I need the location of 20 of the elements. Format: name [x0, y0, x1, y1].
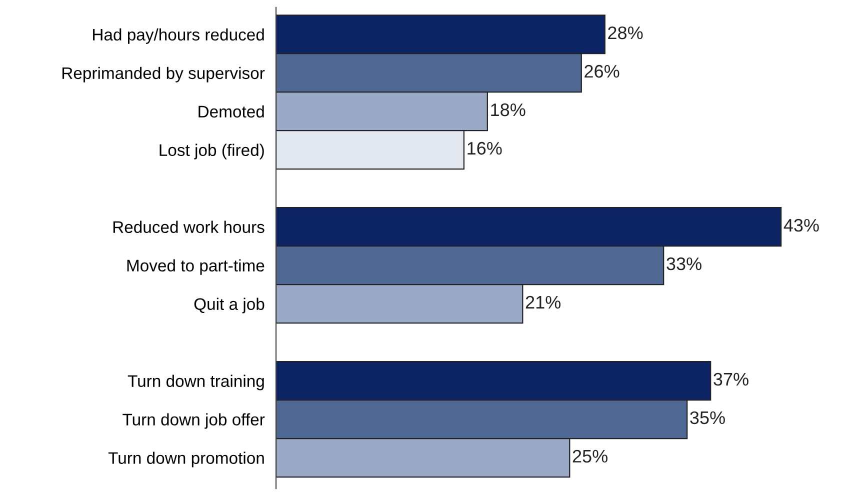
data-label: 43%: [784, 218, 819, 232]
data-label: 25%: [572, 450, 608, 463]
y-tick-label: Reprimanded by supervisor: [62, 66, 265, 82]
y-tick-label: Moved to part-time: [127, 259, 264, 275]
y-tick-label: Lost job (fired): [160, 144, 264, 160]
y-tick-label: Demoted: [198, 105, 264, 118]
data-label: 18%: [491, 103, 526, 116]
data-label: 33%: [666, 257, 702, 270]
data-label: 16%: [468, 142, 502, 155]
y-tick-label: Quit a job: [194, 298, 264, 314]
data-label: 26%: [584, 64, 620, 78]
y-tick-label: Turn down training: [128, 374, 264, 390]
y-tick-label: Reduced work hours: [113, 220, 264, 234]
y-tick-label: Turn down promotion: [108, 452, 264, 468]
data-label: 21%: [526, 296, 561, 309]
data-label: 28%: [608, 26, 643, 40]
data-label: 35%: [690, 411, 725, 424]
y-tick-label: Turn down job offer: [122, 413, 265, 429]
data-label: 37%: [714, 372, 748, 386]
y-tick-label: Had pay/hours reduced: [93, 28, 264, 44]
